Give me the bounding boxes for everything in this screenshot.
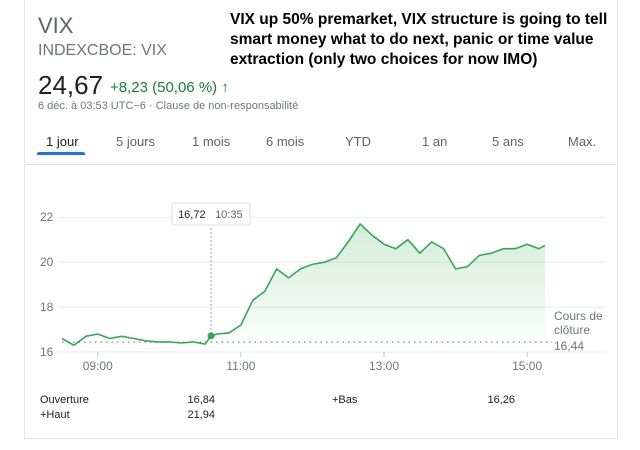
- tooltip-box: [171, 202, 251, 226]
- x-tick-label: 11:00: [226, 359, 255, 373]
- tab-1-day[interactable]: 1 jour: [46, 134, 79, 149]
- stat-open-label: Ouverture: [40, 394, 89, 406]
- tooltip-value: 16,72: [178, 209, 206, 221]
- up-arrow-icon: ↑: [221, 79, 229, 96]
- crosshair-point: [207, 332, 215, 340]
- tab-5-years[interactable]: 5 ans: [492, 134, 524, 149]
- tab-1-year[interactable]: 1 an: [422, 134, 448, 149]
- series-line: [61, 223, 546, 347]
- quote-timestamp: 6 déc. à 03:53 UTC−6 · Clause de non-res…: [38, 100, 299, 112]
- price-change: +8,23 (50,06 %) ↑: [110, 79, 229, 96]
- x-tick-label: 13:00: [369, 359, 399, 373]
- previous-close-label: Cours de: [554, 309, 603, 323]
- series-area: [211, 224, 545, 343]
- tab-max[interactable]: Max.: [568, 134, 597, 149]
- stat-high-label: +Haut: [40, 409, 70, 421]
- y-tick-label: 22: [40, 210, 54, 224]
- y-tick-label: 18: [40, 300, 54, 314]
- tab-5-days[interactable]: 5 jours: [116, 134, 156, 149]
- active-tab-indicator: [37, 152, 85, 155]
- tab-6-months[interactable]: 6 mois: [266, 134, 305, 149]
- x-tick-label: 15:00: [512, 359, 542, 373]
- stat-low-value: 16,26: [487, 394, 515, 406]
- overlay-caption: VIX up 50% premarket, VIX structure is g…: [230, 11, 608, 68]
- stat-high-value: 21,94: [187, 409, 215, 421]
- tab-1-month[interactable]: 1 mois: [192, 134, 231, 149]
- stat-low-label: +Bas: [332, 394, 358, 406]
- ticker-symbol: VIX: [38, 13, 74, 38]
- price-change-value: +8,23 (50,06 %): [110, 79, 218, 96]
- time-range-tabs: 1 jour 5 jours 1 mois 6 mois YTD 1 an 5 …: [26, 124, 616, 165]
- y-tick-label: 16: [40, 345, 54, 359]
- stat-open-value: 16,84: [187, 394, 215, 406]
- current-price: 24,67: [38, 70, 104, 100]
- x-tick-label: 09:00: [83, 359, 113, 373]
- exchange-label: INDEXCBOE: VIX: [38, 42, 167, 59]
- tab-ytd[interactable]: YTD: [345, 134, 371, 149]
- quote-card: [24, 0, 618, 439]
- previous-close-label: clôture: [554, 323, 590, 337]
- tooltip-time: 10:35: [215, 209, 243, 221]
- previous-close-value: 16,44: [554, 339, 584, 353]
- y-tick-label: 20: [40, 255, 54, 269]
